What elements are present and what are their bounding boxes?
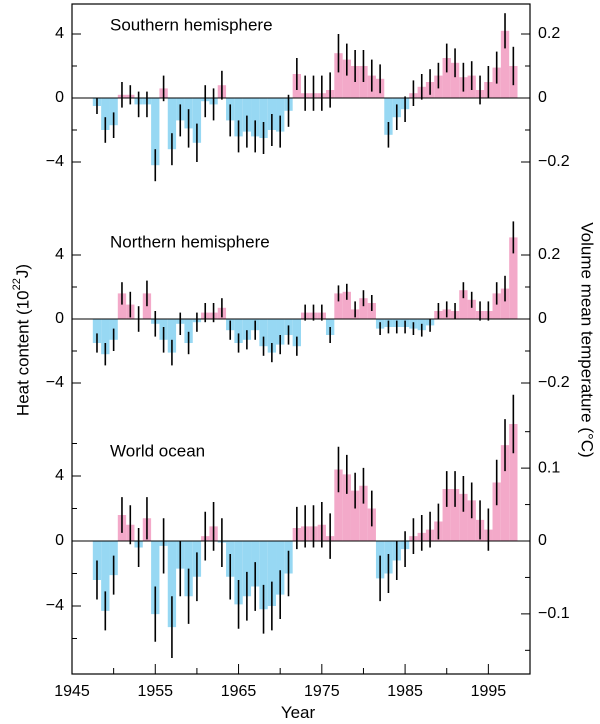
bar: [276, 98, 285, 132]
right-tick-label: 0.2: [538, 25, 560, 42]
bar: [342, 474, 351, 541]
x-tick-label: 1955: [137, 683, 173, 700]
bar: [92, 319, 102, 343]
bar: [151, 541, 160, 615]
bar: [467, 299, 476, 319]
panel-2: −4 0 4 −0.1 0 0.1 World ocean: [46, 394, 570, 658]
bar: [359, 485, 368, 541]
bar: [334, 293, 343, 319]
bar: [350, 490, 360, 541]
x-axis: 1945 1955 1965 1975 1985 1995: [54, 664, 531, 700]
x-tick-label: 1995: [471, 683, 507, 700]
left-tick-label: 4: [55, 25, 64, 42]
right-tick-label: −0.2: [538, 374, 570, 391]
bar: [384, 98, 393, 135]
bar: [259, 541, 268, 610]
bar: [267, 541, 277, 606]
bar: [492, 293, 501, 319]
bar: [500, 288, 510, 319]
bar: [509, 424, 518, 541]
bar: [242, 319, 252, 340]
bar: [359, 298, 368, 319]
bar: [101, 319, 110, 355]
bar: [167, 319, 177, 353]
bar: [276, 319, 285, 345]
x-tick-label: 1985: [387, 683, 423, 700]
left-tick-label: 0: [55, 532, 64, 549]
left-tick-label: −4: [46, 153, 64, 170]
bar: [500, 30, 510, 98]
bar: [259, 98, 268, 138]
right-tick-label: −0.2: [538, 153, 570, 170]
panel-title: Northern hemisphere: [110, 232, 270, 251]
left-tick-label: 0: [55, 89, 64, 106]
left-tick-label: −4: [46, 374, 64, 391]
bar: [109, 98, 118, 126]
panel-title: Southern hemisphere: [110, 15, 273, 34]
left-tick-label: 4: [55, 246, 64, 263]
left-tick-label: −4: [46, 597, 64, 614]
bar: [292, 319, 301, 347]
bar: [334, 469, 343, 541]
bar: [442, 58, 451, 98]
bar: [167, 98, 177, 150]
bar: [167, 541, 177, 628]
right-tick-label: 0: [538, 89, 547, 106]
right-tick-label: 0: [538, 532, 547, 549]
right-tick-label: 0.1: [538, 459, 560, 476]
bar: [251, 98, 260, 137]
bar: [442, 489, 451, 541]
bar: [500, 445, 510, 541]
x-tick-label: 1975: [304, 683, 340, 700]
bar: [259, 319, 268, 347]
x-tick-label: 1945: [54, 683, 90, 700]
bar: [242, 541, 252, 597]
panel-1: −4 0 4 −0.2 0 0.2 Northern hemisphere: [46, 221, 570, 391]
panel-title: World ocean: [110, 441, 205, 460]
x-tick-label: 1965: [221, 683, 257, 700]
plot-frame: [71, 3, 531, 675]
right-tick-label: −0.1: [538, 605, 570, 622]
right-tick-label: 0: [538, 310, 547, 327]
left-tick-label: 0: [55, 310, 64, 327]
bar: [459, 290, 468, 319]
x-axis-title: Year: [281, 703, 316, 722]
bar: [467, 500, 476, 541]
bar: [509, 237, 518, 319]
bar: [184, 319, 193, 343]
bar: [267, 319, 277, 353]
left-axis-title: Heat content (1022J): [11, 264, 33, 416]
bar: [117, 293, 127, 319]
bar: [492, 482, 501, 541]
panel-0: −4 0 4 −0.2 0 0.2 Southern hemisphere: [46, 13, 570, 182]
bar: [242, 98, 252, 132]
bar: [450, 62, 460, 98]
left-tick-label: 4: [55, 467, 64, 484]
right-tick-label: 0.2: [538, 246, 560, 263]
bar: [450, 489, 460, 541]
bar: [342, 291, 351, 319]
right-axis-title: Volume mean temperature (°C): [578, 222, 597, 457]
bar: [101, 541, 110, 611]
bar: [459, 493, 468, 541]
bar: [234, 319, 243, 343]
bar: [192, 98, 202, 143]
bar: [151, 98, 160, 166]
bar: [234, 98, 243, 137]
bar: [101, 98, 110, 130]
bar: [342, 59, 351, 98]
bar: [276, 541, 285, 595]
bar: [334, 53, 343, 98]
bar: [234, 541, 243, 605]
